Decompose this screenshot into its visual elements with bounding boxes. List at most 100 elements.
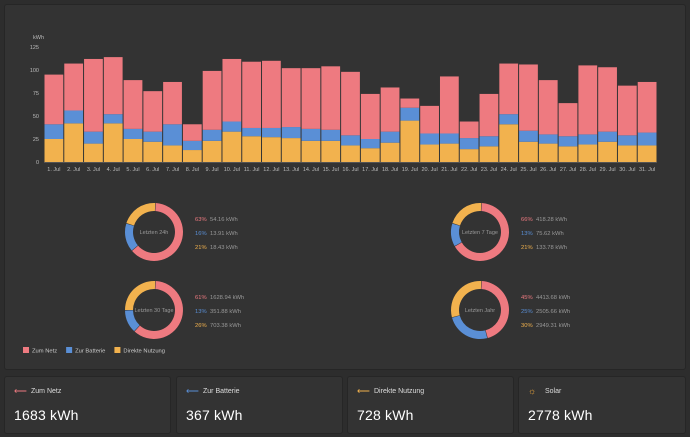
bar-segment-direkt[interactable]: [558, 146, 578, 162]
bar-segment-batterie[interactable]: [281, 127, 301, 139]
bar-segment-direkt[interactable]: [479, 146, 499, 162]
donut-slice-direkt[interactable]: [452, 203, 482, 226]
bar-segment-batterie[interactable]: [143, 131, 163, 142]
bar-segment-direkt[interactable]: [182, 150, 202, 162]
bar-segment-batterie[interactable]: [617, 135, 637, 146]
bar-segment-batterie[interactable]: [163, 124, 182, 146]
donut-slice-batterie[interactable]: [451, 223, 462, 246]
bar-segment-direkt[interactable]: [64, 123, 84, 162]
legend-label-direkt[interactable]: Direkte Nutzung: [123, 349, 165, 355]
bar-segment-batterie[interactable]: [321, 129, 341, 141]
donut-slice-batterie[interactable]: [124, 223, 138, 251]
bar-segment-direkt[interactable]: [538, 143, 558, 162]
bar-segment-direkt[interactable]: [637, 145, 657, 162]
bar-segment-netz[interactable]: [558, 103, 578, 137]
bar-segment-direkt[interactable]: [242, 136, 262, 162]
bar-segment-netz[interactable]: [44, 74, 64, 125]
bar-segment-netz[interactable]: [123, 80, 143, 129]
bar-segment-direkt[interactable]: [400, 120, 420, 162]
bar-segment-direkt[interactable]: [84, 143, 103, 162]
bar-segment-batterie[interactable]: [400, 107, 420, 121]
bar-segment-direkt[interactable]: [360, 148, 380, 162]
bar-segment-batterie[interactable]: [103, 114, 123, 124]
card-direkte-nutzung[interactable]: ⟵ Direkte Nutzung 728 kWh: [347, 376, 514, 434]
bar-segment-direkt[interactable]: [143, 141, 163, 162]
bar-segment-direkt[interactable]: [459, 149, 479, 162]
card-zur-batterie[interactable]: ⟵ Zur Batterie 367 kWh: [176, 376, 343, 434]
bar-segment-netz[interactable]: [479, 93, 499, 137]
bar-segment-netz[interactable]: [400, 98, 420, 108]
bar-segment-batterie[interactable]: [637, 132, 657, 146]
bar-segment-direkt[interactable]: [321, 140, 341, 162]
bar-segment-netz[interactable]: [420, 105, 439, 134]
bar-segment-batterie[interactable]: [459, 138, 479, 150]
bar-segment-direkt[interactable]: [519, 141, 538, 162]
bar-segment-direkt[interactable]: [202, 140, 222, 162]
card-zum-netz[interactable]: ⟵ Zum Netz 1683 kWh: [4, 376, 171, 434]
bar-segment-netz[interactable]: [598, 67, 617, 132]
bar-segment-netz[interactable]: [439, 76, 459, 134]
bar-segment-batterie[interactable]: [64, 110, 84, 124]
legend-label-netz[interactable]: Zum Netz: [32, 349, 57, 355]
legend-swatch-batterie[interactable]: [66, 347, 73, 353]
donut-slice-batterie[interactable]: [125, 310, 140, 332]
bar-segment-netz[interactable]: [143, 91, 163, 132]
bar-segment-direkt[interactable]: [578, 144, 598, 162]
bar-segment-batterie[interactable]: [519, 130, 538, 142]
bar-segment-direkt[interactable]: [341, 145, 360, 162]
bar-segment-netz[interactable]: [360, 93, 380, 139]
bar-segment-batterie[interactable]: [123, 128, 143, 139]
bar-segment-netz[interactable]: [538, 80, 558, 135]
bar-segment-netz[interactable]: [281, 68, 301, 128]
bar-segment-direkt[interactable]: [499, 124, 519, 162]
bar-segment-netz[interactable]: [84, 58, 103, 132]
legend-label-batterie[interactable]: Zur Batterie: [75, 349, 105, 355]
bar-segment-batterie[interactable]: [182, 140, 202, 151]
bar-segment-batterie[interactable]: [598, 131, 617, 142]
bar-segment-netz[interactable]: [380, 87, 400, 132]
legend-swatch-netz[interactable]: [23, 347, 29, 353]
donut-slice-direkt[interactable]: [126, 203, 156, 226]
bar-segment-direkt[interactable]: [262, 137, 281, 162]
bar-segment-batterie[interactable]: [44, 124, 64, 139]
bar-segment-direkt[interactable]: [380, 142, 400, 162]
donut-slice-netz[interactable]: [132, 203, 184, 261]
card-solar[interactable]: ☼ Solar 2778 kWh: [518, 376, 686, 434]
bar-segment-batterie[interactable]: [538, 134, 558, 144]
bar-segment-batterie[interactable]: [202, 129, 222, 141]
donut-slice-netz[interactable]: [481, 281, 510, 338]
bar-segment-batterie[interactable]: [341, 135, 360, 146]
bar-segment-batterie[interactable]: [499, 114, 519, 125]
bar-segment-batterie[interactable]: [84, 131, 103, 144]
donut-slice-direkt[interactable]: [451, 281, 482, 318]
bar-segment-netz[interactable]: [321, 66, 341, 130]
donut-slice-direkt[interactable]: [125, 281, 156, 310]
bar-segment-netz[interactable]: [242, 61, 262, 128]
bar-segment-netz[interactable]: [499, 63, 519, 115]
bar-segment-batterie[interactable]: [301, 128, 321, 141]
donut-slice-netz[interactable]: [134, 281, 183, 339]
bar-segment-netz[interactable]: [617, 85, 637, 136]
bar-segment-batterie[interactable]: [222, 121, 242, 132]
bar-segment-netz[interactable]: [301, 68, 321, 129]
bar-segment-batterie[interactable]: [578, 134, 598, 145]
bar-segment-direkt[interactable]: [420, 144, 439, 162]
bar-segment-direkt[interactable]: [103, 123, 123, 162]
bar-segment-netz[interactable]: [459, 121, 479, 139]
bar-segment-direkt[interactable]: [598, 141, 617, 162]
bar-segment-direkt[interactable]: [44, 139, 64, 162]
bar-segment-netz[interactable]: [182, 124, 202, 141]
bar-segment-batterie[interactable]: [420, 133, 439, 145]
bar-segment-direkt[interactable]: [163, 145, 182, 162]
bar-segment-batterie[interactable]: [242, 127, 262, 137]
bar-segment-netz[interactable]: [637, 81, 657, 133]
bar-segment-netz[interactable]: [103, 57, 123, 115]
bar-segment-netz[interactable]: [262, 60, 281, 128]
bar-segment-batterie[interactable]: [439, 133, 459, 144]
donut-slice-batterie[interactable]: [452, 315, 488, 339]
bar-segment-direkt[interactable]: [222, 131, 242, 162]
bar-segment-batterie[interactable]: [360, 139, 380, 149]
bar-segment-netz[interactable]: [64, 63, 84, 111]
bar-segment-direkt[interactable]: [281, 138, 301, 162]
bar-segment-direkt[interactable]: [123, 139, 143, 162]
